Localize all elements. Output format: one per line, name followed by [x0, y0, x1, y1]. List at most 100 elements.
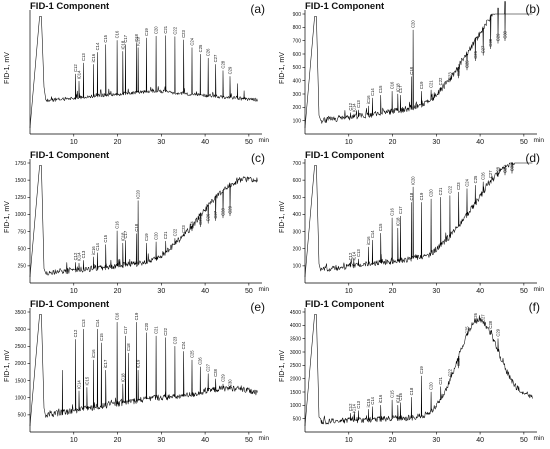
y-tick-label: 3000 [290, 350, 301, 356]
peak-label: iC18 [395, 394, 400, 403]
peak-label: C14 [95, 242, 100, 250]
panel-e-label: (e) [250, 300, 265, 314]
panel-d-x-unit: min [533, 286, 544, 293]
peak-label: C24 [190, 37, 195, 45]
chart-f-svg: 10 20 30 40 50 500 1000 1500 2000 2500 3000 3500 400… [290, 308, 537, 444]
peak-label: iC15 [366, 398, 371, 407]
x-tick-label: 20 [389, 288, 397, 295]
peak-label: C21 [438, 376, 443, 384]
x-tick-label: 30 [157, 288, 165, 295]
peak-label: iC15 [84, 376, 89, 385]
peak-label: C24 [181, 341, 186, 349]
peak-label: iC14 [76, 380, 81, 389]
panel-b-label: (b) [525, 2, 540, 16]
peak-label: C26 [198, 357, 203, 365]
panel-b: 10 20 30 40 50 100 200 300 400 500 600 700 800 900 C12… [275, 0, 550, 149]
peak-label: iC20 [136, 36, 141, 45]
peak-label: C18 [134, 223, 139, 231]
peak-label: C28 [213, 369, 218, 377]
peak-label: C25 [473, 175, 478, 183]
panel-c-title: FID-1 Component [30, 150, 110, 161]
y-tick-label: 250 [18, 264, 27, 270]
panel-b-title: FID-1 Component [305, 1, 385, 12]
peak-label: C16 [115, 30, 120, 38]
x-tick-label: 30 [432, 139, 440, 146]
panel-d-y-axis-label: FID-1, mV [279, 201, 286, 233]
x-tick-label: 20 [114, 139, 122, 146]
peak-label: C16 [398, 392, 403, 400]
panel-b-x-unit: min [533, 137, 544, 144]
panel-c-y-axis-label: FID-1, mV [4, 201, 11, 233]
peak-label: C12 [73, 252, 78, 260]
x-tick-label: 10 [345, 437, 353, 444]
x-tick-label: 50 [245, 437, 253, 444]
peak-label: C19 [419, 366, 424, 374]
y-tick-label: 1000 [15, 396, 26, 402]
x-tick-label: 50 [520, 288, 528, 295]
peak-label: C16 [390, 81, 395, 89]
x-tick-label: 40 [201, 288, 209, 295]
x-tick-label: 50 [520, 139, 528, 146]
y-tick-label: 500 [293, 195, 302, 201]
y-tick-label: 600 [293, 52, 302, 58]
peak-label: C19 [419, 81, 424, 89]
peak-label: C18 [409, 66, 414, 74]
peak-label: iC19 [136, 359, 141, 368]
peak-label: C29 [495, 328, 500, 336]
panel-e-title: FID-1 Component [30, 299, 110, 310]
peak-label: C30 [502, 30, 507, 38]
chromatogram-trace [304, 314, 533, 427]
y-tick-label: 400 [293, 212, 302, 218]
peak-label: C21 [429, 80, 434, 88]
y-tick-label: 4500 [290, 310, 301, 316]
y-tick-label: 3500 [290, 336, 301, 342]
y-tick-label: 300 [293, 92, 302, 98]
peak-label: C22 [172, 228, 177, 236]
peak-label: C22 [447, 185, 452, 193]
y-tick-label: 3000 [15, 327, 26, 333]
peak-label: iC20 [411, 176, 416, 185]
peak-label: C29 [503, 165, 508, 173]
peak-label: iC16 [91, 349, 96, 358]
peak-label: C21 [438, 187, 443, 195]
x-tick-label: 40 [201, 437, 209, 444]
peak-label: C20 [429, 189, 434, 197]
peak-label: C22 [438, 77, 443, 85]
peak-label: C16 [115, 312, 120, 320]
panel-f: 10 20 30 40 50 500 1000 1500 2000 2500 3000 3500 400… [275, 298, 550, 447]
panel-d: 10 20 30 40 50 100 200 300 400 500 600 700 C12 iC14 C1… [275, 149, 550, 298]
peak-label: C17 [123, 34, 128, 42]
panel-a-title: FID-1 Component [30, 1, 110, 12]
peak-label: C15 [378, 85, 383, 93]
chromatogram-trace [29, 165, 258, 278]
y-tick-label: 1000 [15, 212, 26, 218]
y-tick-label: 400 [293, 78, 302, 84]
y-tick-label: 500 [18, 413, 27, 419]
panel-c-label: (c) [251, 151, 265, 165]
peak-label: C30 [228, 379, 233, 387]
peak-label: C15 [378, 223, 383, 231]
peak-label: C26 [206, 213, 211, 221]
x-tick-label: 40 [476, 288, 484, 295]
x-tick-label: 20 [389, 139, 397, 146]
chromatogram-trace [29, 16, 258, 129]
peak-label: C15 [103, 34, 108, 42]
chromatogram-trace [304, 1, 533, 129]
peak-label: C21 [163, 231, 168, 239]
y-tick-label: 100 [293, 118, 302, 124]
y-tick-label: 2500 [15, 344, 26, 350]
peak-label: C25 [465, 326, 470, 334]
peak-label: C14 [370, 88, 375, 96]
peak-label: C20 [154, 26, 159, 34]
peak-label: C23 [181, 225, 186, 233]
peak-label: C20 [154, 232, 159, 240]
peak-label: C18 [409, 192, 414, 200]
peak-label: iC18 [120, 232, 125, 241]
y-tick-label: 1500 [15, 378, 26, 384]
peak-label: iC14 [352, 103, 357, 112]
panel-a-label: (a) [250, 2, 265, 16]
panel-f-x-unit: min [533, 435, 544, 442]
